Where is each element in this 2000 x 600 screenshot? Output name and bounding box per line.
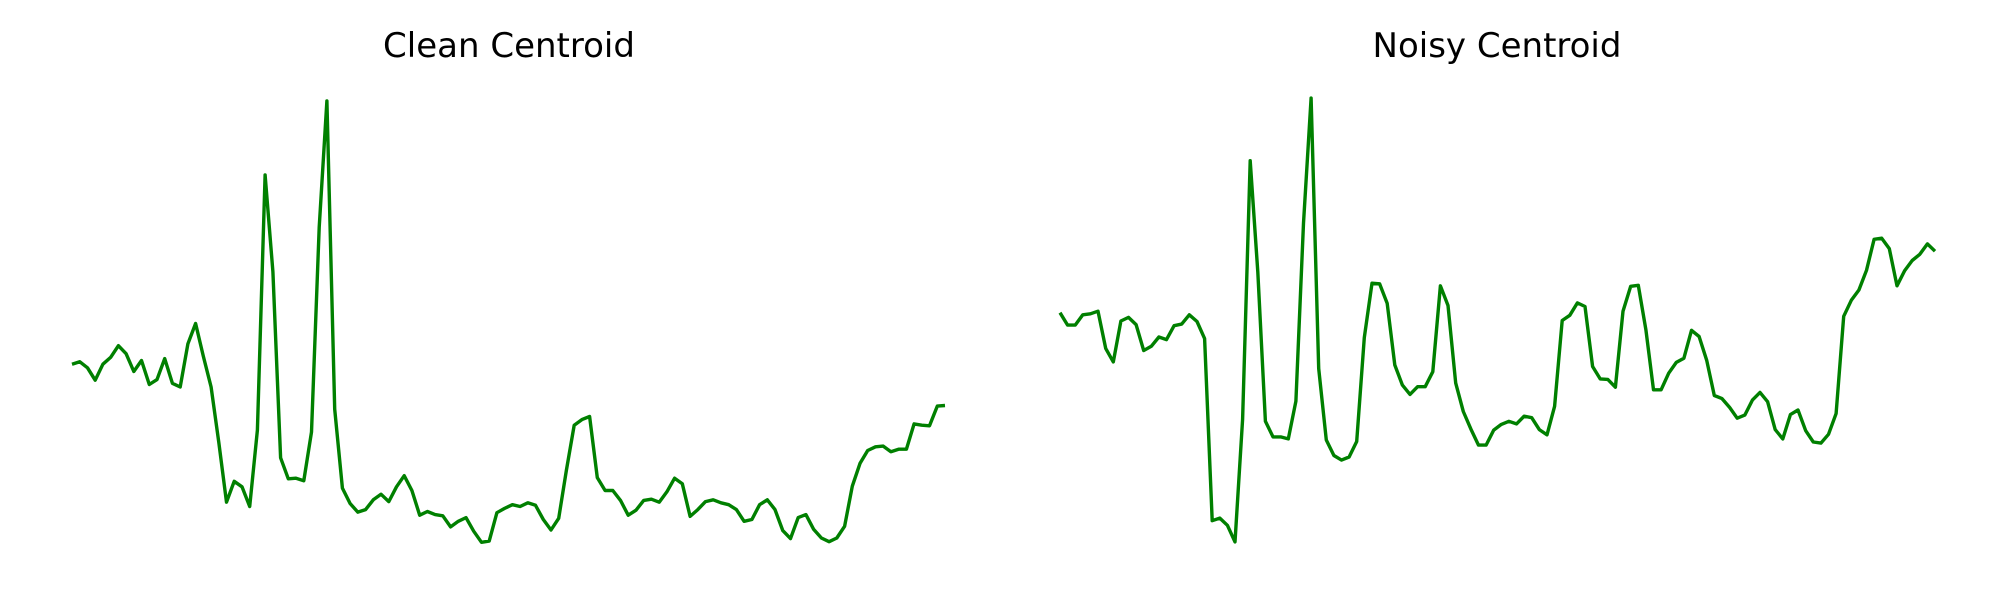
plot-clean-centroid [71,99,946,544]
chart-title-clean: Clean Centroid [383,26,635,66]
clean-centroid-line [71,99,946,544]
noisy-centroid-line [1058,96,1937,544]
chart-title-noisy: Noisy Centroid [1373,26,1622,66]
plot-noisy-centroid [1058,96,1937,544]
